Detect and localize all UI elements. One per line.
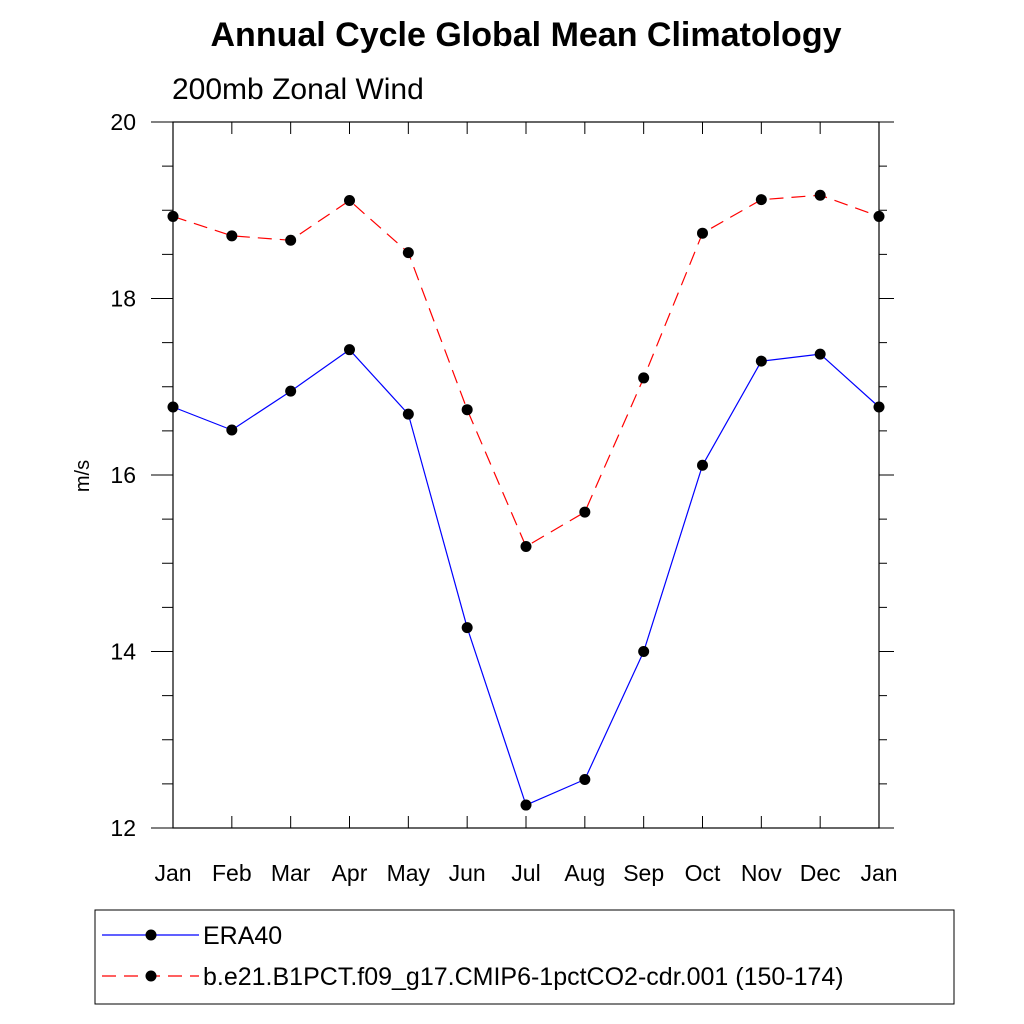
series-1-point xyxy=(579,773,591,785)
series-2-point xyxy=(344,195,355,207)
series-2-point xyxy=(226,230,238,242)
series-1-point xyxy=(638,646,650,657)
x-tick-label: Mar xyxy=(271,860,311,886)
series-1-point xyxy=(697,459,708,471)
x-tick-label: Sep xyxy=(623,860,664,886)
x-tick-label: Apr xyxy=(332,860,368,886)
series-2-point xyxy=(285,234,297,246)
series-1-point xyxy=(285,385,297,397)
series-2-point xyxy=(579,506,591,518)
y-tick-label: 18 xyxy=(110,286,136,312)
y-axis-label: m/s xyxy=(72,460,94,492)
x-tick-label: Jan xyxy=(860,860,897,886)
series-2-point xyxy=(638,372,650,384)
x-tick-label: Aug xyxy=(564,860,605,886)
plot-area xyxy=(167,189,885,811)
series-2-point xyxy=(520,540,532,552)
plot-frame xyxy=(172,121,880,829)
series-1-point xyxy=(814,348,826,360)
legend-label-2: b.e21.B1PCT.f09_g17.CMIP6-1pctCO2-cdr.00… xyxy=(203,963,844,991)
x-tick-label: Jul xyxy=(511,860,540,886)
series-line-2 xyxy=(172,194,880,548)
legend: ERA40 b.e21.B1PCT.f09_g17.CMIP6-1pctCO2-c… xyxy=(102,922,844,991)
chart-title: Annual Cycle Global Mean Climatology xyxy=(211,16,842,54)
series-2-point xyxy=(697,227,708,239)
series-1-point xyxy=(226,424,238,436)
series-2-point xyxy=(814,189,826,201)
y-tick-label: 16 xyxy=(110,462,136,488)
x-tick-label: Jun xyxy=(449,860,486,886)
series-2-point xyxy=(755,194,767,206)
x-tick-label: Dec xyxy=(800,860,841,886)
y-tick-label: 12 xyxy=(110,815,136,841)
series-1-point xyxy=(461,622,473,634)
x-tick-label: Nov xyxy=(741,860,782,886)
series-1-point xyxy=(344,344,355,356)
series-2-point xyxy=(402,247,414,259)
series-line-1 xyxy=(172,349,880,806)
x-tick-label: Oct xyxy=(685,860,721,886)
legend-marker-2 xyxy=(145,970,157,982)
legend-marker-1 xyxy=(145,929,157,941)
series-1-point xyxy=(402,408,414,420)
x-tick-label: Jan xyxy=(154,860,191,886)
y-tick-label: 20 xyxy=(110,109,136,135)
y-tick-label: 14 xyxy=(110,639,136,665)
series-1-point xyxy=(755,355,767,367)
chart-subtitle: 200mb Zonal Wind xyxy=(172,73,424,106)
legend-label-1: ERA40 xyxy=(203,922,282,950)
x-tick-label: May xyxy=(387,860,431,886)
tick-labels: Jan Feb Mar Apr May Jun Jul Aug Sep Oct Nov Dec Jan 1… xyxy=(110,109,897,886)
series-1-point xyxy=(520,799,532,811)
legend-box xyxy=(94,909,955,1005)
series-2-point xyxy=(461,404,473,416)
x-tick-label: Feb xyxy=(212,860,252,886)
axis-ticks xyxy=(151,121,894,829)
